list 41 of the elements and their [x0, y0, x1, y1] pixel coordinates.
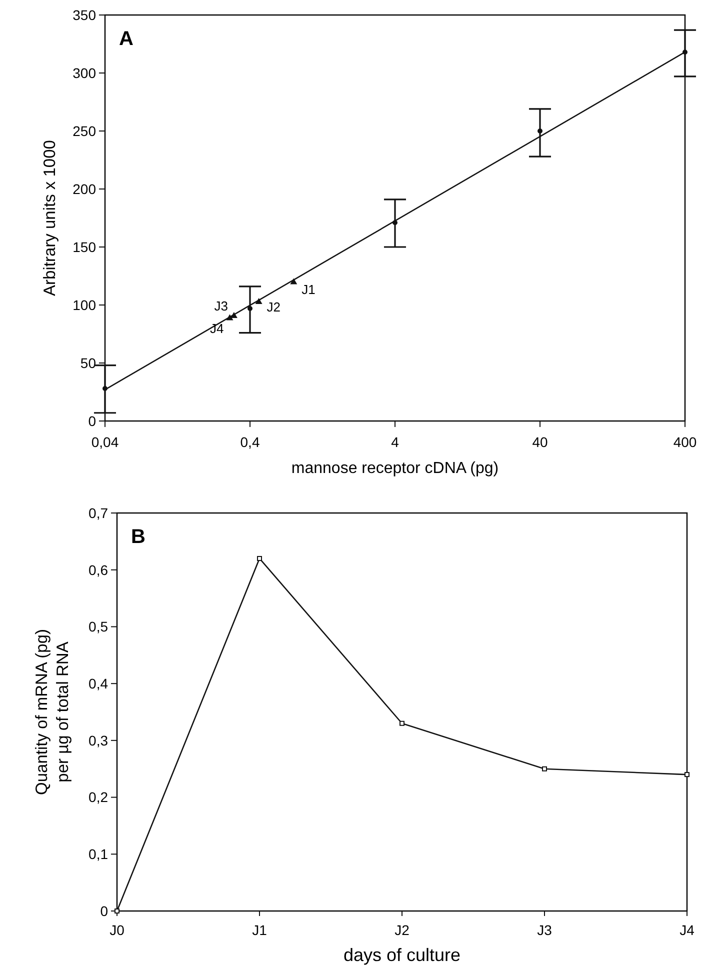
x-tick-label: J2	[394, 922, 410, 938]
annotation: J1	[302, 282, 316, 297]
y-tick-label: 350	[72, 6, 96, 23]
annotation: J4	[210, 320, 224, 336]
point	[114, 908, 120, 914]
point	[542, 766, 547, 772]
x-tick-label: 40	[532, 434, 548, 450]
y-tick-label: 0	[100, 902, 108, 919]
y-tick-label: 50	[80, 354, 96, 371]
y-tick-label: 200	[72, 180, 96, 197]
x-axis-title: mannose receptor cDNA (pg)	[291, 460, 499, 477]
point	[257, 556, 262, 561]
y-tick-label: 150	[72, 238, 96, 255]
annotation: J2	[266, 300, 281, 315]
y-tick-label: 0	[88, 412, 96, 429]
x-tick-label: 400	[673, 434, 697, 450]
y-tick-label: 300	[72, 64, 96, 81]
y-tick-label: 0,4	[88, 675, 108, 692]
y-tick-label: 100	[72, 296, 96, 313]
y-axis-title: Quantity of mRNA (pg) per µg of total RNA	[33, 629, 72, 795]
x-tick-label: J1	[252, 922, 268, 938]
y-tick-label: 0,3	[88, 732, 108, 748]
x-axis-title: days of culture	[343, 945, 461, 965]
annotation: J3	[214, 298, 228, 314]
y-tick-label: 0,6	[88, 562, 108, 578]
y-tick-label: 0,7	[88, 504, 108, 521]
y-axis-title: Arbitrary units x 1000	[41, 140, 59, 296]
x-tick-label: 0,4	[240, 434, 260, 450]
y-tick-label: 0,5	[88, 618, 108, 635]
x-tick-label: 4	[391, 434, 400, 450]
y-tick-label: 0,1	[88, 846, 108, 862]
x-tick-label: 0,04	[91, 434, 119, 450]
x-tick-label: J3	[537, 922, 552, 938]
x-tick-label: J4	[680, 922, 695, 938]
point	[684, 772, 690, 778]
point	[400, 720, 404, 726]
text: B	[131, 526, 146, 548]
x-tick-label: J0	[110, 922, 125, 938]
text: A	[119, 28, 134, 50]
y-tick-label: 250	[72, 122, 96, 139]
y-tick-label: 0,2	[88, 789, 108, 806]
